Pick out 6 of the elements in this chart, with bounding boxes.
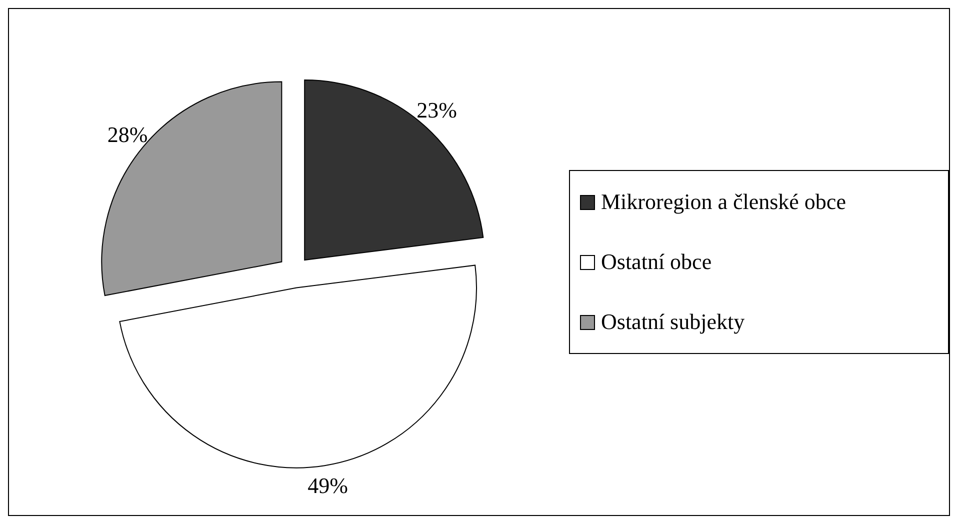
data-label: 28% <box>107 122 148 147</box>
legend-label: Ostatní obce <box>601 249 712 275</box>
legend-label: Mikroregion a členské obce <box>601 189 846 215</box>
data-label: 49% <box>308 472 348 498</box>
legend-label: Ostatní subjekty <box>601 309 745 335</box>
data-label: 23% <box>416 97 458 122</box>
